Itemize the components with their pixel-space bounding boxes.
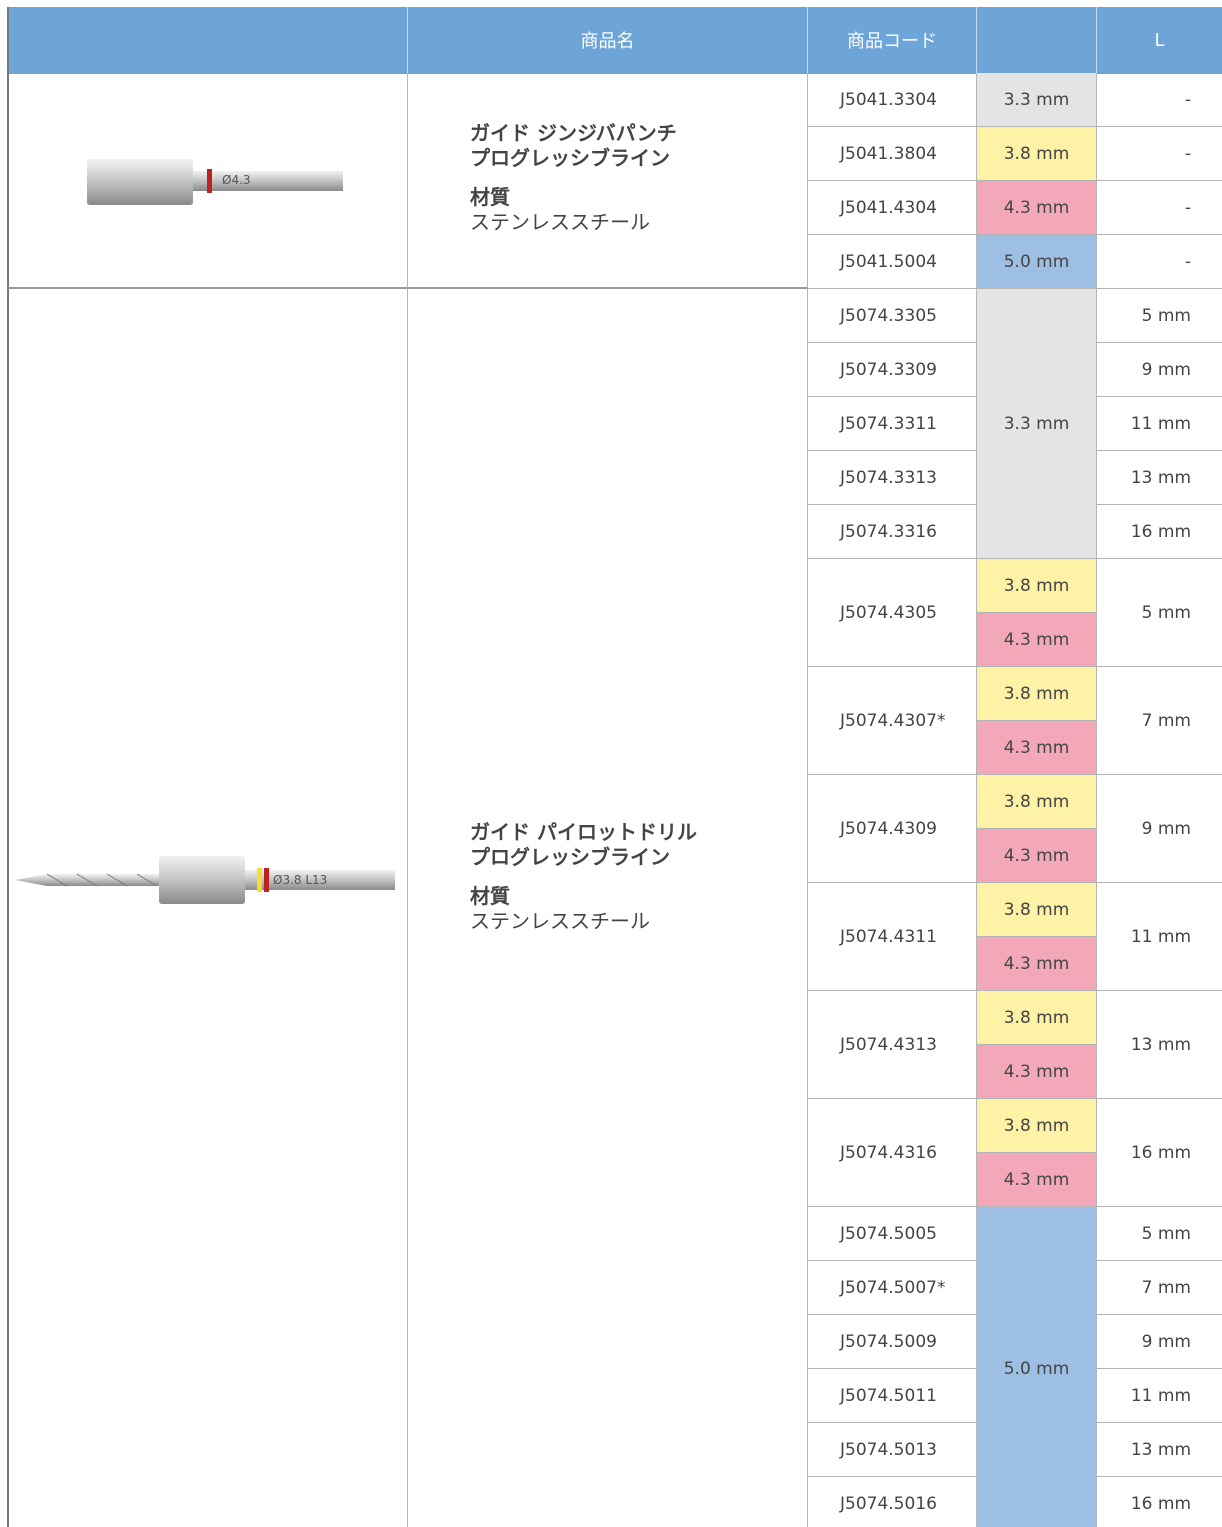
code-cell: J5074.5007* xyxy=(808,1261,977,1315)
image-cell xyxy=(7,73,408,289)
length-cell: 9 mm xyxy=(1097,1315,1222,1369)
diameter-cell: 3.8 mm xyxy=(977,127,1097,181)
diameter-cell: 3.3 mm xyxy=(977,73,1097,127)
diameter-cell: 3.8 mm xyxy=(977,775,1097,829)
image-cell xyxy=(7,289,408,1527)
tool-label: Ø3.8 L13 xyxy=(273,873,327,887)
code-cell: J5074.3309 xyxy=(808,343,977,397)
length-cell: 11 mm xyxy=(1097,1369,1222,1423)
tool-image: Ø3.8 L13 xyxy=(15,856,395,904)
diameter-cell: 4.3 mm xyxy=(977,1045,1097,1099)
name-line: ステンレススチール xyxy=(470,909,650,933)
diameter-cell: 4.3 mm xyxy=(977,829,1097,883)
tool-label: Ø4.3 xyxy=(222,173,251,187)
length-cell: - xyxy=(1097,127,1222,181)
header-length: L xyxy=(1097,7,1222,73)
code-cell: J5041.3304 xyxy=(808,73,977,127)
name-line: 材質 xyxy=(470,185,510,209)
diameter-cell: 3.8 mm xyxy=(977,991,1097,1045)
length-cell: 9 mm xyxy=(1097,343,1222,397)
code-cell: J5041.3804 xyxy=(808,127,977,181)
code-cell: J5041.5004 xyxy=(808,235,977,289)
code-cell: J5074.3316 xyxy=(808,505,977,559)
diameter-cell: 4.3 mm xyxy=(977,181,1097,235)
diameter-cell: 4.3 mm xyxy=(977,613,1097,667)
code-cell: J5041.4304 xyxy=(808,181,977,235)
name-cell xyxy=(408,73,808,289)
diameter-cell: 3.3 mm xyxy=(977,289,1097,559)
name-line: ガイド パイロットドリル xyxy=(470,820,697,844)
length-cell: 16 mm xyxy=(1097,1477,1222,1527)
length-cell: - xyxy=(1097,235,1222,289)
product-name: ガイド パイロットドリル プログレッシブライン 材質 ステンレススチール xyxy=(470,820,697,934)
diameter-cell: 5.0 mm xyxy=(977,1207,1097,1527)
spacer xyxy=(470,870,697,884)
code-cell: J5074.4313 xyxy=(808,991,977,1099)
left-border xyxy=(7,7,9,1527)
name-cell xyxy=(408,289,808,1527)
header-name: 商品名 xyxy=(408,7,808,73)
code-cell: J5074.5009 xyxy=(808,1315,977,1369)
length-cell: 16 mm xyxy=(1097,505,1222,559)
length-cell: 11 mm xyxy=(1097,883,1222,991)
code-cell: J5074.4311 xyxy=(808,883,977,991)
code-cell: J5074.4307* xyxy=(808,667,977,775)
header-code: 商品コード xyxy=(808,7,977,73)
code-cell: J5074.4309 xyxy=(808,775,977,883)
length-cell: - xyxy=(1097,73,1222,127)
code-cell: J5074.5005 xyxy=(808,1207,977,1261)
header-cell xyxy=(7,7,408,73)
name-line: ガイド ジンジバパンチ xyxy=(470,121,677,145)
length-cell: 5 mm xyxy=(1097,559,1222,667)
length-cell: 13 mm xyxy=(1097,451,1222,505)
code-cell: J5074.5013 xyxy=(808,1423,977,1477)
length-cell: - xyxy=(1097,181,1222,235)
diameter-cell: 4.3 mm xyxy=(977,721,1097,775)
name-line: 材質 xyxy=(470,884,510,908)
spacer xyxy=(470,171,677,185)
code-cell: J5074.3305 xyxy=(808,289,977,343)
name-line: プログレッシブライン xyxy=(470,146,670,170)
length-cell: 5 mm xyxy=(1097,289,1222,343)
header-cell xyxy=(977,7,1097,73)
diameter-cell: 5.0 mm xyxy=(977,235,1097,289)
diameter-cell: 4.3 mm xyxy=(977,937,1097,991)
diameter-cell: 3.8 mm xyxy=(977,883,1097,937)
code-cell: J5074.4316 xyxy=(808,1099,977,1207)
diameter-cell: 3.8 mm xyxy=(977,667,1097,721)
code-cell: J5074.4305 xyxy=(808,559,977,667)
code-cell: J5074.5016 xyxy=(808,1477,977,1527)
name-line: ステンレススチール xyxy=(470,210,650,234)
diameter-cell: 4.3 mm xyxy=(977,1153,1097,1207)
tool-image: Ø4.3 xyxy=(87,159,343,205)
code-cell: J5074.5011 xyxy=(808,1369,977,1423)
code-cell: J5074.3311 xyxy=(808,397,977,451)
length-cell: 7 mm xyxy=(1097,667,1222,775)
length-cell: 7 mm xyxy=(1097,1261,1222,1315)
length-cell: 13 mm xyxy=(1097,1423,1222,1477)
product-name: ガイド ジンジバパンチ プログレッシブライン 材質 ステンレススチール xyxy=(470,121,677,235)
length-cell: 13 mm xyxy=(1097,991,1222,1099)
length-cell: 5 mm xyxy=(1097,1207,1222,1261)
length-cell: 11 mm xyxy=(1097,397,1222,451)
length-cell: 9 mm xyxy=(1097,775,1222,883)
length-cell: 16 mm xyxy=(1097,1099,1222,1207)
code-cell: J5074.3313 xyxy=(808,451,977,505)
diameter-cell: 3.8 mm xyxy=(977,559,1097,613)
name-line: プログレッシブライン xyxy=(470,845,670,869)
diameter-cell: 3.8 mm xyxy=(977,1099,1097,1153)
